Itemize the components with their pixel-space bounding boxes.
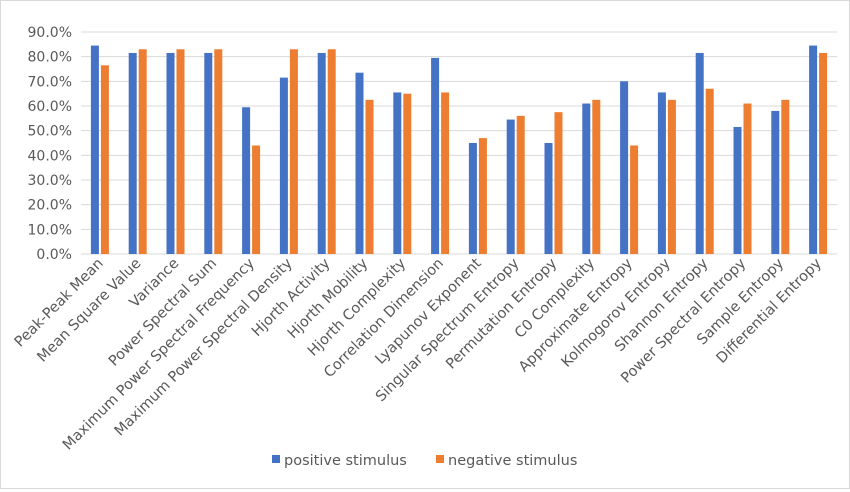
bar-negative bbox=[176, 49, 185, 255]
bar-positive bbox=[582, 103, 591, 255]
legend-swatch-negative bbox=[436, 455, 444, 463]
bar-negative bbox=[214, 49, 223, 255]
bar-negative bbox=[516, 115, 525, 254]
y-tick-label: 40.0% bbox=[28, 148, 72, 164]
legend: positive stimulus negative stimulus bbox=[272, 453, 577, 469]
y-tick-label: 30.0% bbox=[28, 173, 72, 189]
bar-positive bbox=[242, 107, 251, 254]
y-tick-label: 50.0% bbox=[28, 124, 72, 140]
bar-negative bbox=[781, 99, 790, 254]
bar-positive bbox=[204, 52, 213, 254]
legend-swatch-positive bbox=[272, 455, 280, 463]
bar-negative bbox=[365, 99, 374, 254]
bar-negative bbox=[819, 52, 828, 254]
bar-positive bbox=[431, 57, 440, 255]
bar-positive bbox=[695, 52, 704, 254]
bar-positive bbox=[393, 92, 402, 254]
bar-negative bbox=[441, 92, 450, 254]
bar-positive bbox=[355, 72, 364, 254]
legend-label-negative: negative stimulus bbox=[448, 453, 577, 469]
bar-positive bbox=[771, 110, 780, 254]
bar-negative bbox=[630, 145, 639, 254]
y-tick-label: 90.0% bbox=[28, 25, 72, 41]
y-tick-label: 80.0% bbox=[28, 50, 72, 66]
legend-label-positive: positive stimulus bbox=[284, 453, 407, 469]
bar-negative bbox=[554, 112, 563, 255]
bar-negative bbox=[138, 49, 147, 255]
y-tick-label: 70.0% bbox=[28, 74, 72, 90]
bar-positive bbox=[166, 52, 175, 254]
bar-positive bbox=[657, 92, 666, 254]
bar-negative bbox=[667, 99, 676, 254]
bar-negative bbox=[592, 99, 601, 254]
bar-positive bbox=[620, 81, 629, 254]
y-tick-label: 10.0% bbox=[28, 222, 72, 238]
bar-negative bbox=[100, 65, 109, 254]
bar-positive bbox=[733, 126, 742, 254]
y-tick-label: 0.0% bbox=[36, 247, 72, 263]
bar-negative bbox=[705, 88, 714, 254]
bar-positive bbox=[809, 45, 818, 254]
bar-negative bbox=[327, 49, 336, 255]
y-tick-label: 20.0% bbox=[28, 198, 72, 214]
bar-positive bbox=[544, 143, 553, 254]
bar-positive bbox=[468, 143, 477, 254]
gridlines bbox=[81, 31, 837, 255]
bar-positive bbox=[317, 52, 326, 254]
bar-negative bbox=[743, 103, 752, 255]
bar-positive bbox=[506, 119, 515, 254]
bar-positive bbox=[90, 45, 99, 254]
y-tick-label: 60.0% bbox=[28, 99, 72, 115]
bar-negative bbox=[252, 145, 261, 254]
bar-negative bbox=[403, 93, 412, 255]
bars bbox=[90, 45, 828, 255]
bar-negative bbox=[289, 49, 298, 255]
bar-negative bbox=[478, 138, 487, 254]
bar-positive bbox=[279, 77, 288, 254]
y-axis-ticks: 0.0% 10.0% 20.0% 30.0% 40.0% 50.0% 60.0% 70.0% 8… bbox=[28, 25, 72, 263]
bar-positive bbox=[128, 52, 137, 254]
